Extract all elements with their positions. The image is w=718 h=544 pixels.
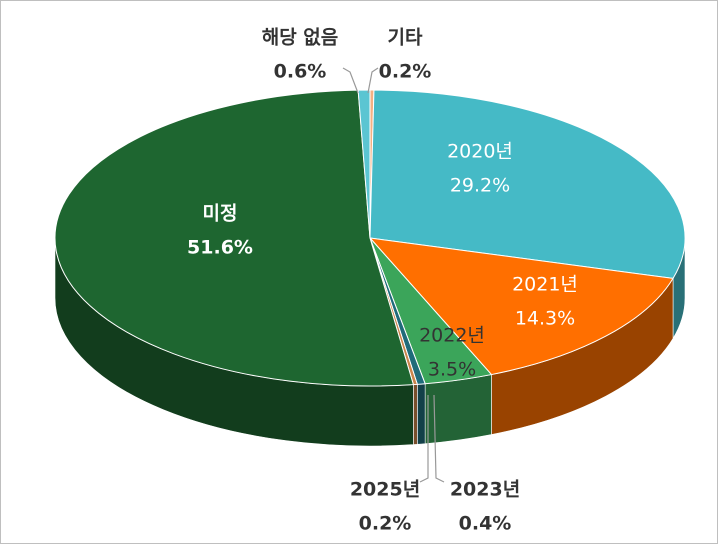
- pie: [54, 89, 686, 447]
- leaders: [342, 67, 445, 483]
- slice-side: [413, 383, 418, 445]
- slice-name: 기타: [388, 27, 423, 49]
- slice-value: 0.6%: [274, 61, 327, 83]
- slice-side: [417, 383, 426, 445]
- slice-value: 0.2%: [379, 61, 432, 83]
- slice-value: 14.3%: [515, 308, 575, 330]
- slice-name: 미정: [203, 203, 238, 225]
- slice-name: 2022년: [419, 325, 485, 347]
- slice-value: 51.6%: [187, 237, 253, 259]
- labels: 기타 0.2% 2020년 29.2% 2021년 14.3% 2022년 3.5% 2023년…: [187, 27, 578, 535]
- slice-name: 2025년: [350, 479, 420, 501]
- slice-name: 해당 없음: [262, 27, 339, 49]
- leader-line: [419, 395, 429, 483]
- leader-line: [367, 67, 379, 94]
- leader-line: [342, 67, 359, 94]
- slice-name: 2021년: [512, 274, 578, 296]
- leader-line: [433, 394, 445, 483]
- slice-value: 0.2%: [359, 513, 412, 535]
- slice-value: 3.5%: [428, 359, 476, 381]
- slice-value: 0.4%: [459, 513, 512, 535]
- slice: [357, 89, 371, 239]
- slice-name: 2023년: [450, 479, 520, 501]
- slice: [369, 89, 686, 279]
- slice-value: 29.2%: [450, 175, 510, 197]
- slice-name: 2020년: [447, 141, 513, 163]
- slice: [54, 89, 415, 387]
- slice: [368, 237, 674, 376]
